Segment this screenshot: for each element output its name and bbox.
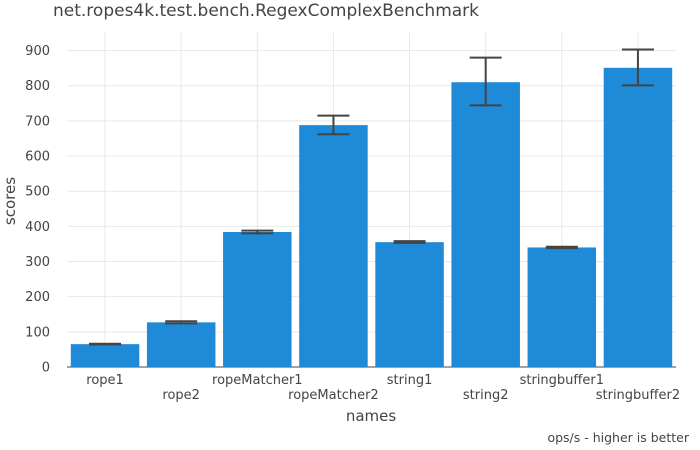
x-tick-label: ropeMatcher2 <box>288 388 379 403</box>
bar-rope1 <box>70 344 140 367</box>
error-bar-stringbuffer2 <box>621 48 654 87</box>
bar-string1 <box>375 242 444 367</box>
error-bar-string1 <box>393 240 426 244</box>
x-tick-label: ropeMatcher1 <box>212 373 303 388</box>
y-tick-label: 300 <box>25 255 50 270</box>
y-tick-label: 700 <box>25 114 50 129</box>
error-bar-stringbuffer1 <box>545 245 578 250</box>
y-axis-title: scores <box>1 177 19 225</box>
error-bars <box>89 48 654 346</box>
bar-stringbuffer2 <box>603 67 673 368</box>
x-tick-label: string1 <box>387 373 433 388</box>
bar-rope2 <box>146 322 216 367</box>
chart-annotation: ops/s - higher is better <box>547 430 689 445</box>
error-bar-ropeMatcher2 <box>317 114 350 136</box>
error-bar-rope1 <box>89 342 122 346</box>
bar-ropeMatcher2 <box>299 125 368 368</box>
x-axis-title: names <box>346 407 397 425</box>
x-tick-label: stringbuffer2 <box>596 388 680 403</box>
error-bar-string2 <box>469 56 502 107</box>
y-tick-label: 200 <box>25 290 50 305</box>
x-tick-label: string2 <box>463 388 509 403</box>
y-tick-label: 400 <box>25 220 50 235</box>
x-tick-label: rope1 <box>86 373 124 388</box>
y-tick-label: 0 <box>42 361 50 376</box>
x-tick-label: rope2 <box>162 388 200 403</box>
bar-stringbuffer1 <box>527 247 597 367</box>
bar-ropeMatcher1 <box>223 231 292 367</box>
error-bar-rope2 <box>165 320 198 325</box>
y-tick-label: 800 <box>25 79 50 94</box>
y-tick-label: 500 <box>25 185 50 200</box>
error-bar-ropeMatcher1 <box>241 229 274 235</box>
x-tick-label: stringbuffer1 <box>520 373 604 388</box>
y-tick-labels: 0 100 200 300 400 500 600 700 800 900 <box>25 44 50 375</box>
chart-title: net.ropes4k.test.bench.RegexComplexBench… <box>53 1 479 21</box>
y-tick-label: 900 <box>25 44 50 59</box>
y-tick-label: 600 <box>25 150 50 165</box>
bars <box>70 67 673 368</box>
y-tick-label: 100 <box>25 325 50 340</box>
bar-string2 <box>451 82 520 367</box>
